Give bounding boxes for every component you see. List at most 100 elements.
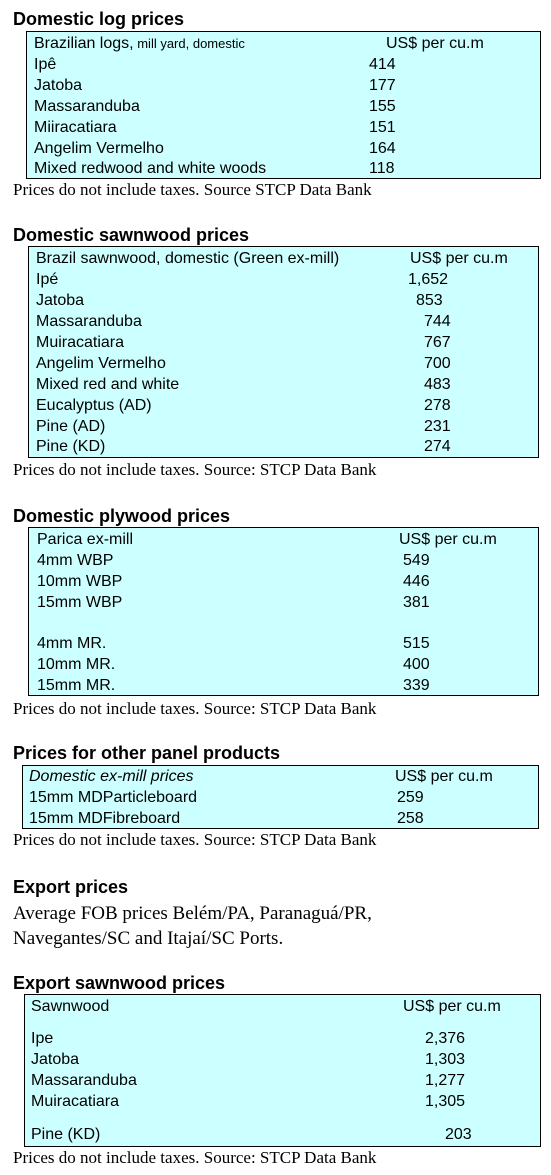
row-name: Miiracatiara — [34, 119, 117, 136]
table-row: Mixed redwood and white woods 118 — [27, 158, 540, 179]
row-value: 381 — [403, 594, 430, 611]
table-row: 15mm MDParticleboard 259 — [23, 787, 538, 808]
sawnwood-source-note: Prices do not include taxes. Source: STC… — [13, 460, 377, 479]
logs-header-unit: US$ per cu.m — [386, 35, 484, 52]
logs-header-name: Brazilian logs, mill yard, domestic — [34, 33, 245, 54]
table-row: Massaranduba 744 — [29, 311, 538, 332]
row-name: Massaranduba — [36, 313, 142, 330]
export-sawnwood-header-row: Sawnwood US$ per cu.m — [25, 996, 540, 1017]
row-name: 15mm MDFibreboard — [29, 810, 181, 827]
panels-header-row: Domestic ex-mill prices US$ per cu.m — [23, 766, 538, 787]
row-name: Mixed redwood and white woods — [34, 160, 267, 177]
panels-source-note: Prices do not include taxes. Source: STC… — [13, 830, 377, 849]
table-row: Jatoba 1,303 — [25, 1049, 540, 1070]
row-name: 15mm WBP — [37, 594, 123, 611]
plywood-header-unit: US$ per cu.m — [399, 531, 497, 548]
table-row: Eucalyptus (AD) 278 — [29, 395, 538, 416]
table-row: Muiracatiara 1,305 — [25, 1091, 540, 1112]
table-row: Jatoba 853 — [29, 290, 538, 311]
row-name: Jatoba — [34, 77, 83, 94]
table-row: 4mm WBP 549 — [29, 550, 538, 571]
table-row: 10mm WBP 446 — [29, 571, 538, 592]
table-row: Pine (KD) 203 — [25, 1124, 540, 1145]
row-value: 549 — [403, 552, 430, 569]
sawnwood-header-row: Brazil sawnwood, domestic (Green ex-mill… — [29, 248, 538, 269]
table-row: Ipê 414 — [27, 54, 540, 75]
row-name: Ipé — [36, 271, 59, 288]
table-row: Pine (AD) 231 — [29, 416, 538, 437]
row-value: 177 — [369, 77, 396, 94]
row-value: 400 — [403, 656, 430, 673]
logs-header-row: Brazilian logs, mill yard, domestic US$ … — [27, 33, 540, 54]
row-name: 10mm MR. — [37, 656, 116, 673]
table-row: Muiracatiara 767 — [29, 332, 538, 353]
row-value: 274 — [424, 438, 451, 455]
table-row: Miiracatiara 151 — [27, 117, 540, 138]
row-name: 15mm MR. — [37, 677, 116, 694]
export-sawnwood-title: Export sawnwood prices — [13, 973, 226, 993]
row-value: 767 — [424, 334, 451, 351]
row-value: 1,305 — [425, 1093, 466, 1110]
row-value: 483 — [424, 376, 451, 393]
row-value: 744 — [424, 313, 451, 330]
table-row: Ipe 2,376 — [25, 1028, 540, 1049]
row-name: Angelim Vermelho — [34, 140, 164, 157]
row-name: Muiracatiara — [31, 1093, 120, 1110]
row-value: 1,303 — [425, 1051, 466, 1068]
sawnwood-header-unit: US$ per cu.m — [410, 250, 508, 267]
table-row: 15mm MR. 339 — [29, 675, 538, 696]
plywood-header-name: Parica ex-mill — [37, 531, 134, 548]
logs-source-note: Prices do not include taxes. Source STCP… — [13, 180, 372, 199]
export-sawnwood-header-unit: US$ per cu.m — [403, 998, 501, 1015]
row-name: Ipê — [34, 56, 57, 73]
row-value: 853 — [416, 292, 443, 309]
table-row: Jatoba 177 — [27, 75, 540, 96]
row-value: 515 — [403, 635, 430, 652]
table-row: Angelim Vermelho 700 — [29, 353, 538, 374]
panels-title: Prices for other panel products — [13, 743, 281, 763]
plywood-source-note: Prices do not include taxes. Source: STC… — [13, 699, 377, 718]
row-name: Pine (KD) — [31, 1126, 101, 1143]
row-value: 118 — [369, 160, 395, 177]
row-value: 258 — [397, 810, 424, 827]
export-description: Average FOB prices Belém/PA, Paranaguá/P… — [13, 903, 372, 949]
row-name: Pine (AD) — [36, 418, 106, 435]
table-row: 15mm MDFibreboard 258 — [23, 808, 538, 829]
row-name: 10mm WBP — [37, 573, 123, 590]
table-row: Pine (KD) 274 — [29, 436, 538, 457]
sawnwood-header-name: Brazil sawnwood, domestic (Green ex-mill… — [36, 250, 340, 267]
row-value: 164 — [369, 140, 396, 157]
row-value: 1,652 — [408, 271, 449, 288]
row-value: 339 — [403, 677, 430, 694]
row-value: 203 — [445, 1126, 472, 1143]
row-name: Angelim Vermelho — [36, 355, 166, 372]
table-row: Massaranduba 1,277 — [25, 1070, 540, 1091]
table-row: Massaranduba 155 — [27, 96, 540, 117]
row-name: 4mm MR. — [37, 635, 107, 652]
row-value: 278 — [424, 397, 451, 414]
logs-table: Brazilian logs, mill yard, domestic US$ … — [26, 31, 541, 179]
row-value: 259 — [397, 789, 424, 806]
row-name: Massaranduba — [34, 98, 140, 115]
export-sawnwood-source-note: Prices do not include taxes. Source: STC… — [13, 1148, 377, 1167]
export-title: Export prices — [13, 877, 129, 897]
table-row: 10mm MR. 400 — [29, 654, 538, 675]
sawnwood-table: Brazil sawnwood, domestic (Green ex-mill… — [28, 246, 539, 458]
row-value: 155 — [369, 98, 396, 115]
row-value: 151 — [369, 119, 396, 136]
export-sawnwood-table: Sawnwood US$ per cu.m Ipe 2,376 Jatoba 1,3… — [24, 994, 541, 1147]
row-name: Massaranduba — [31, 1072, 137, 1089]
logs-title: Domestic log prices — [13, 9, 185, 29]
table-row: Angelim Vermelho 164 — [27, 138, 540, 159]
panels-header-unit: US$ per cu.m — [395, 768, 493, 785]
row-value: 231 — [424, 418, 451, 435]
row-name: Ipe — [31, 1030, 54, 1047]
row-name: 15mm MDParticleboard — [29, 789, 198, 806]
table-row: Mixed red and white 483 — [29, 374, 538, 395]
plywood-table: Parica ex-mill US$ per cu.m 4mm WBP 549 1… — [28, 527, 539, 696]
panels-table: Domestic ex-mill prices US$ per cu.m 15m… — [22, 765, 539, 829]
row-name: 4mm WBP — [37, 552, 114, 569]
row-name: Muiracatiara — [36, 334, 125, 351]
row-value: 700 — [424, 355, 451, 372]
row-name: Mixed red and white — [36, 376, 180, 393]
